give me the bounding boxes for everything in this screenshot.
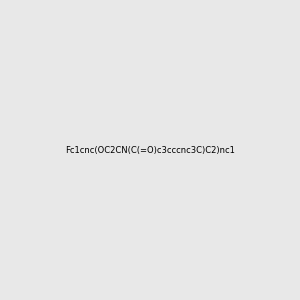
Text: Fc1cnc(OC2CN(C(=O)c3cccnc3C)C2)nc1: Fc1cnc(OC2CN(C(=O)c3cccnc3C)C2)nc1 [65, 146, 235, 154]
